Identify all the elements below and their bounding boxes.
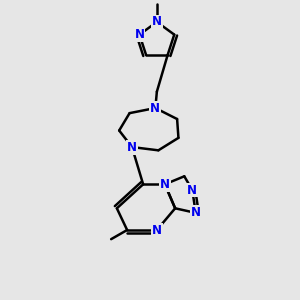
Text: N: N (191, 206, 201, 219)
Text: N: N (152, 224, 162, 236)
Text: N: N (134, 28, 145, 41)
Text: N: N (152, 16, 162, 28)
Text: N: N (127, 141, 137, 154)
Text: N: N (187, 184, 197, 196)
Text: N: N (160, 178, 170, 191)
Text: N: N (150, 101, 161, 115)
